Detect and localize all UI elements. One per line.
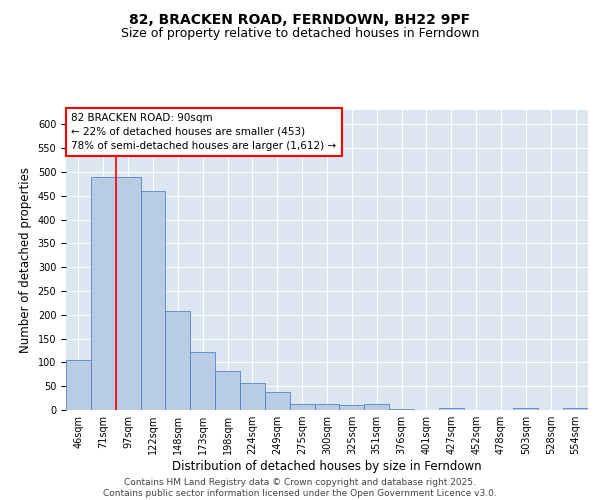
Bar [439,408,464,410]
Bar [91,176,116,410]
Bar [265,392,290,410]
Bar [66,360,91,410]
X-axis label: Distribution of detached houses by size in Ferndown: Distribution of detached houses by size … [172,460,482,473]
Bar [215,371,240,410]
Text: 82, BRACKEN ROAD, FERNDOWN, BH22 9PF: 82, BRACKEN ROAD, FERNDOWN, BH22 9PF [130,12,470,26]
Text: Contains HM Land Registry data © Crown copyright and database right 2025.
Contai: Contains HM Land Registry data © Crown c… [103,478,497,498]
Bar [116,176,140,410]
Bar [340,405,364,410]
Bar [240,383,265,410]
Text: 82 BRACKEN ROAD: 90sqm
← 22% of detached houses are smaller (453)
78% of semi-de: 82 BRACKEN ROAD: 90sqm ← 22% of detached… [71,113,337,151]
Bar [364,404,389,410]
Bar [166,311,190,410]
Bar [290,404,314,410]
Text: Size of property relative to detached houses in Ferndown: Size of property relative to detached ho… [121,28,479,40]
Bar [514,408,538,410]
Bar [389,409,414,410]
Bar [563,408,588,410]
Bar [190,352,215,410]
Bar [314,404,340,410]
Y-axis label: Number of detached properties: Number of detached properties [19,167,32,353]
Bar [140,191,166,410]
